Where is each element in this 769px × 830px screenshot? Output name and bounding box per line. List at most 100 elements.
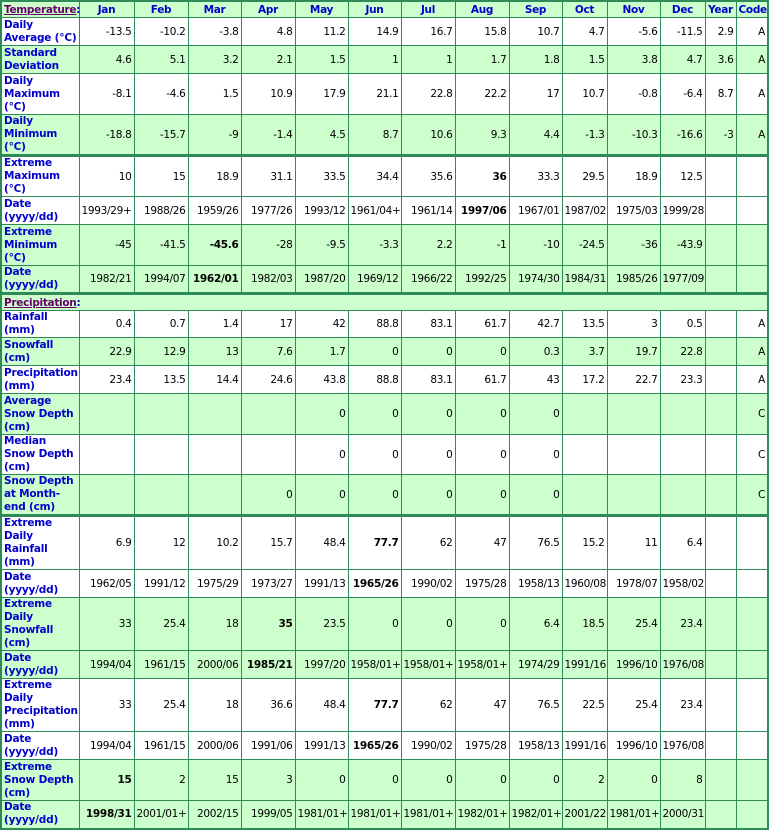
cell-apr: 1982/03 (240, 265, 296, 294)
cell-nov: -5.6 (606, 17, 661, 46)
cell-aug: 15.8 (454, 17, 510, 46)
cell-dec: -16.6 (659, 114, 706, 156)
cell-apr: 3 (240, 759, 296, 801)
cell-sep: 76.5 (508, 514, 563, 570)
cell-apr: 1985/21 (240, 650, 296, 679)
cell-nov: 18.9 (606, 154, 661, 197)
year-cell: -3 (704, 114, 737, 156)
cell-dec: 23.4 (659, 678, 706, 732)
month-header-feb: Feb (133, 0, 189, 18)
table-row: Extreme Daily Rainfall (mm) 6.9 12 10.2 15.7… (0, 514, 769, 570)
code-cell (735, 759, 769, 801)
cell-mar: 18 (187, 678, 242, 732)
code-cell: A (735, 310, 769, 338)
cell-mar: 18 (187, 597, 242, 651)
cell-apr (240, 393, 296, 435)
cell-jun: 0 (347, 434, 402, 475)
code-cell (735, 514, 769, 570)
year-cell (704, 678, 737, 732)
cell-jun: 77.7 (347, 678, 402, 732)
cell-feb: -10.2 (133, 17, 189, 46)
cell-feb: 0.7 (133, 310, 189, 338)
row-label: Extreme Minimum (°C) (0, 224, 80, 266)
year-cell (704, 597, 737, 651)
row-label: Rainfall (mm) (0, 310, 80, 338)
cell-mar: 18.9 (187, 154, 242, 197)
cell-aug: 1.7 (454, 45, 510, 74)
cell-feb: -15.7 (133, 114, 189, 156)
cell-may: 4.5 (294, 114, 349, 156)
table-row: Daily Maximum (°C) -8.1 -4.6 1.5 10.9 17.9 21.… (0, 73, 769, 115)
cell-jun: 0 (347, 474, 402, 516)
row-label: Date (yyyy/dd) (0, 650, 80, 679)
cell-jan: -45 (78, 224, 135, 266)
row-label: Daily Maximum (°C) (0, 73, 80, 115)
cell-mar: 15 (187, 759, 242, 801)
code-cell: A (735, 114, 769, 156)
cell-sep: 1967/01 (508, 196, 563, 225)
cell-may: 1987/20 (294, 265, 349, 294)
row-label: Extreme Snow Depth (cm) (0, 759, 80, 801)
cell-aug: 0 (454, 474, 510, 516)
cell-nov: 25.4 (606, 678, 661, 732)
cell-dec: 23.3 (659, 365, 706, 394)
cell-sep: 10.7 (508, 17, 563, 46)
cell-aug: 1982/01+ (454, 800, 510, 829)
cell-sep: 0 (508, 393, 563, 435)
cell-oct (561, 393, 608, 435)
cell-mar: 1959/26 (187, 196, 242, 225)
cell-oct: 1987/02 (561, 196, 608, 225)
temperature-link[interactable]: Temperature (4, 3, 77, 16)
cell-jan (78, 474, 135, 516)
year-cell (704, 569, 737, 598)
cell-sep: 33.3 (508, 154, 563, 197)
month-header-jun: Jun (347, 0, 402, 18)
cell-sep: 1974/29 (508, 650, 563, 679)
cell-nov: 1996/10 (606, 650, 661, 679)
month-header-aug: Aug (454, 0, 510, 18)
cell-dec (659, 434, 706, 475)
cell-jul: 0 (400, 393, 456, 435)
cell-nov: -0.8 (606, 73, 661, 115)
row-label: Median Snow Depth (cm) (0, 434, 80, 475)
year-cell: 3.6 (704, 45, 737, 74)
cell-mar: 2002/15 (187, 800, 242, 829)
code-cell: A (735, 73, 769, 115)
year-cell (704, 800, 737, 829)
month-header-jul: Jul (400, 0, 456, 18)
cell-sep: 0.3 (508, 337, 563, 366)
table-row: Rainfall (mm) 0.4 0.7 1.4 17 42 88.8 83.1 61.7 42… (0, 310, 769, 338)
year-cell (704, 265, 737, 294)
table-row: Average Snow Depth (cm) 0 0 0 0 0 C (0, 393, 769, 435)
cell-jun: 1 (347, 45, 402, 74)
row-label: Date (yyyy/dd) (0, 800, 80, 829)
year-cell: 2.9 (704, 17, 737, 46)
cell-sep: 4.4 (508, 114, 563, 156)
cell-jun: 1965/26 (347, 569, 402, 598)
cell-feb: -4.6 (133, 73, 189, 115)
year-cell (704, 337, 737, 366)
month-header-dec: Dec (659, 0, 706, 18)
cell-sep: 1958/13 (508, 569, 563, 598)
year-cell (704, 650, 737, 679)
cell-mar: 2000/06 (187, 731, 242, 760)
cell-apr: 10.9 (240, 73, 296, 115)
cell-nov: 3 (606, 310, 661, 338)
cell-jun: 1958/01+ (347, 650, 402, 679)
cell-jun: 1981/01+ (347, 800, 402, 829)
cell-jul: 0 (400, 474, 456, 516)
table-row: Extreme Maximum (°C) 10 15 18.9 31.1 33.5 34.4… (0, 154, 769, 197)
cell-feb: 2001/01+ (133, 800, 189, 829)
cell-feb: 1991/12 (133, 569, 189, 598)
table-row: Snowfall (cm) 22.9 12.9 13 7.6 1.7 0 0 0 0.3 3.7 19… (0, 337, 769, 366)
cell-jul: 1966/22 (400, 265, 456, 294)
cell-dec: 12.5 (659, 154, 706, 197)
cell-mar: 3.2 (187, 45, 242, 74)
precipitation-link[interactable]: Precipitation (4, 296, 77, 309)
cell-jan (78, 393, 135, 435)
cell-jun: 1969/12 (347, 265, 402, 294)
cell-oct: 15.2 (561, 514, 608, 570)
table-row: Date (yyyy/dd) 1998/31 2001/01+ 2002/15 1999… (0, 800, 769, 829)
cell-nov: 25.4 (606, 597, 661, 651)
